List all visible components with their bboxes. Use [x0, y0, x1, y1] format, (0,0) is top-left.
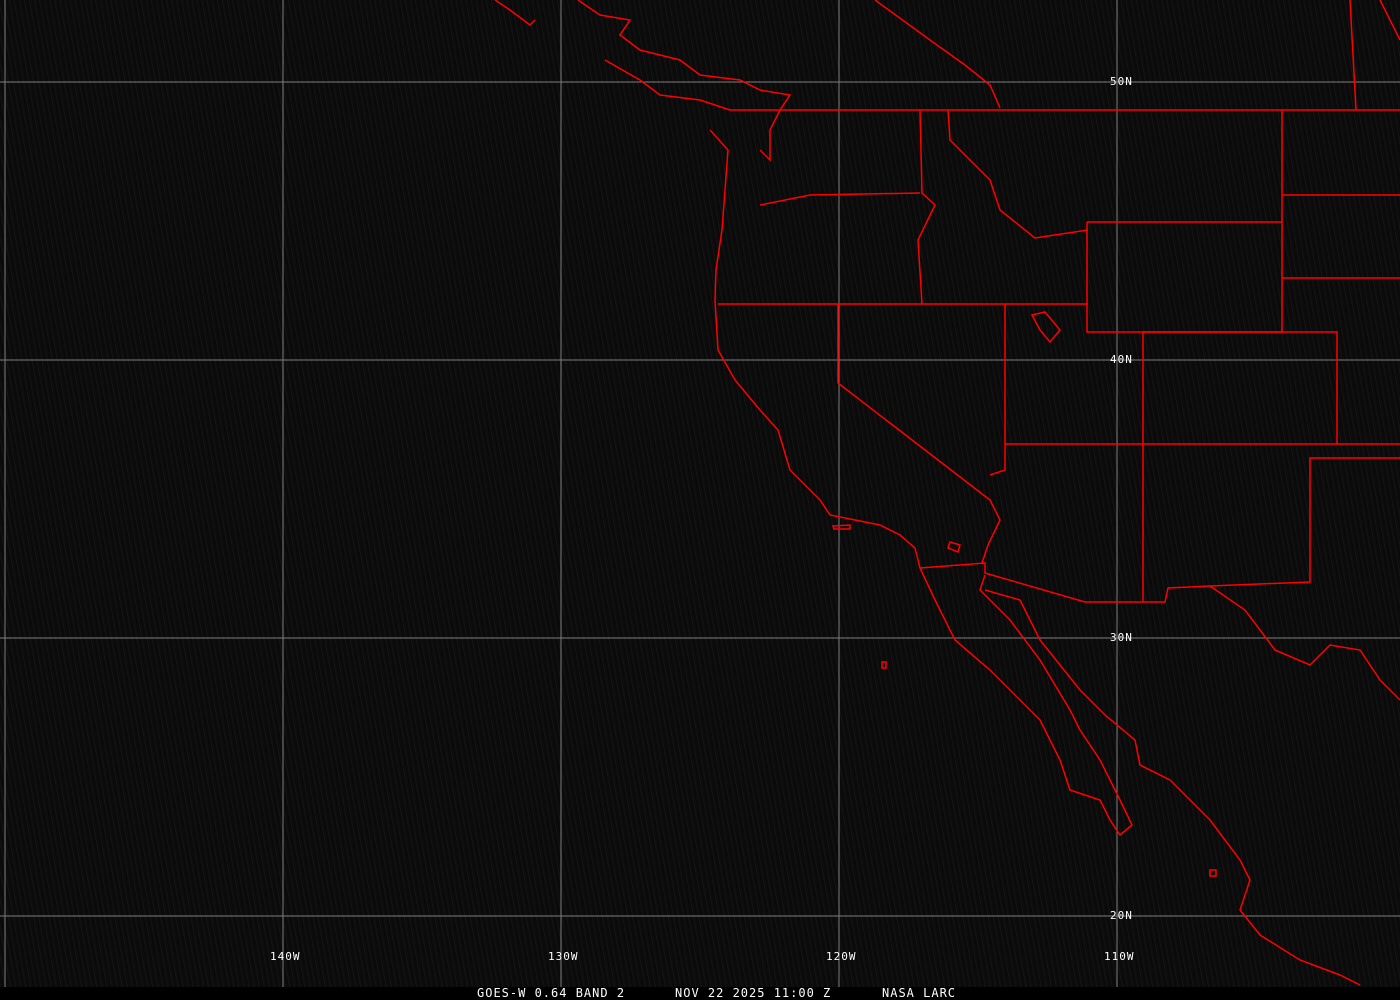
nv-east-border	[989, 304, 1006, 476]
lon-label-120w: 120W	[826, 950, 857, 963]
channel-islands	[831, 524, 851, 530]
source-label: NASA LARC	[882, 986, 957, 1000]
lat-label-50n: 50N	[1110, 75, 1133, 88]
salton-sea	[947, 541, 961, 554]
coastline-bc	[604, 59, 770, 111]
us-mexico-border	[919, 562, 1400, 701]
id-west-border	[917, 109, 936, 305]
lon-label-130w: 130W	[548, 950, 579, 963]
guadalupe-island	[881, 661, 887, 669]
coastline-north-islands	[494, 0, 536, 26]
manitoba-border	[1379, 0, 1400, 41]
socorro-island	[1209, 869, 1217, 877]
lon-label-110w: 110W	[1104, 950, 1135, 963]
utah-border	[1005, 332, 1144, 445]
coastline-west	[709, 129, 1133, 837]
political-borders	[494, 0, 1400, 986]
nm-east-border	[1209, 457, 1400, 587]
wa-or-border	[759, 192, 921, 206]
lon-label-140w: 140W	[270, 950, 301, 963]
lat-label-20n: 20N	[1110, 909, 1133, 922]
product-label: GOES-W 0.64 BAND 2	[477, 986, 626, 1000]
mt-nd-border	[1349, 0, 1357, 111]
id-mt-border	[947, 109, 1089, 239]
caption-bar: GOES-W 0.64 BAND 2 NOV 22 2025 11:00 Z N…	[0, 986, 1400, 1000]
coastline-mexico-mainland	[984, 589, 1361, 986]
colorado-border	[1143, 331, 1338, 445]
ca-nv-border	[837, 304, 1001, 564]
datetime-label: NOV 22 2025 11:00 Z	[675, 986, 832, 1000]
lat-label-30n: 30N	[1110, 631, 1133, 644]
coastline-vancouver-island	[577, 0, 792, 162]
lat-label-40n: 40N	[1110, 353, 1133, 366]
bc-alberta-border	[874, 0, 1001, 109]
great-salt-lake	[1030, 311, 1061, 344]
wyoming-border	[1086, 110, 1283, 333]
